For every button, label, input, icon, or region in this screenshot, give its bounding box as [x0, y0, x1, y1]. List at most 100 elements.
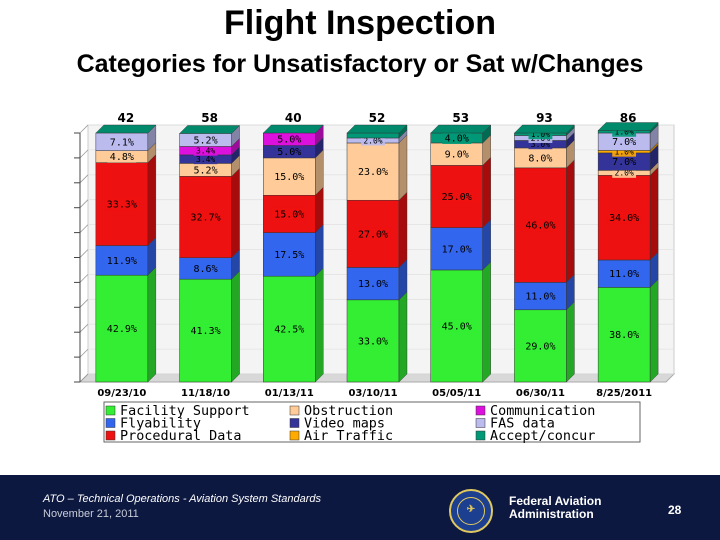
y-tick-edge: [79, 299, 89, 308]
bar-total-label: 86: [620, 111, 637, 125]
data-label: 3.0%: [531, 140, 550, 149]
x-tick-label: 05/05/11: [432, 388, 481, 399]
slide-title: Flight Inspection: [224, 4, 496, 42]
data-label-bg: [104, 322, 140, 335]
data-label-bg: [107, 150, 137, 163]
bar-side: [231, 167, 240, 259]
data-label-bg: [528, 129, 553, 140]
y-tick-edge: [79, 274, 89, 283]
page-number: 28: [668, 503, 682, 517]
y-tick-edge: [79, 124, 89, 134]
data-label-bg: [528, 139, 553, 150]
data-label: 33.0%: [358, 336, 388, 347]
data-label-bg: [191, 163, 220, 176]
data-label-bg: [609, 135, 639, 148]
faa-seal-icon: ✈: [449, 489, 493, 533]
y-tick-edge: [79, 174, 89, 184]
footer-bar: ATO – Technical Operations - Aviation Sy…: [0, 475, 720, 540]
data-label-bg: [612, 146, 637, 157]
legend-swatch: [105, 430, 116, 441]
data-label-bg: [271, 170, 307, 183]
bar-side: [566, 159, 575, 283]
data-label: 5.2%: [194, 165, 218, 176]
data-label-bg: [439, 190, 475, 203]
bar-total-label: 40: [285, 111, 302, 125]
legend-swatch: [289, 418, 300, 428]
data-label: 32.7%: [191, 213, 221, 224]
x-tick-label: 09/23/10: [97, 388, 146, 399]
data-label: 13.0%: [358, 279, 388, 290]
bar-side: [315, 267, 324, 383]
data-label: 42.5%: [274, 325, 304, 336]
data-label: 34.0%: [609, 213, 639, 224]
data-label-bg: [107, 135, 137, 148]
bar-top: [95, 124, 157, 134]
bar-side: [147, 266, 157, 383]
legend-label: Facility Support: [120, 404, 250, 419]
x-tick-label: 01/13/11: [265, 388, 314, 399]
legend-box: [103, 401, 641, 443]
data-label: 7.0%: [612, 157, 636, 168]
data-label: 7.0%: [612, 137, 636, 148]
data-label-bg: [104, 254, 140, 267]
x-tick-label: 8/25/2011: [596, 388, 652, 399]
y-tick-edge: [79, 249, 89, 258]
data-label: 42.9%: [107, 324, 137, 335]
legend-swatch: [105, 418, 116, 428]
data-label-bg: [274, 145, 304, 158]
bar-side: [649, 166, 659, 261]
data-label-bg: [271, 323, 307, 336]
bar-top: [262, 124, 324, 134]
data-label-bg: [191, 262, 220, 275]
bar-side: [315, 224, 324, 277]
data-label: 15.0%: [274, 172, 304, 183]
data-label-bg: [355, 165, 391, 178]
data-label-bg: [442, 148, 472, 161]
bar-top: [179, 125, 241, 134]
data-label: 5.0%: [277, 147, 301, 158]
bar-side: [231, 270, 240, 383]
y-tick-edge: [79, 323, 89, 333]
bar-side: [398, 291, 408, 383]
legend-label: FAS data: [490, 417, 555, 432]
y-tick-edge: [79, 149, 89, 159]
legend-label: Communication: [490, 404, 595, 419]
data-label-bg: [355, 334, 391, 347]
data-label-bg: [442, 131, 472, 144]
data-label: 1.0%: [531, 130, 550, 139]
data-label-bg: [606, 267, 642, 280]
data-label-bg: [191, 133, 220, 146]
stacked-bar-chart: 42.9% 11.9% 33.3% 4.8% 7.1% 42 09/23/10 41.3% 8.…: [74, 111, 676, 444]
data-label: 8.0%: [528, 153, 552, 164]
agency-line-1: Federal Aviation: [509, 494, 602, 508]
bar-total-label: 93: [536, 111, 553, 125]
bar-side: [147, 154, 157, 247]
bar-side: [398, 191, 408, 268]
data-label: 4.8%: [110, 152, 134, 163]
bar-side: [482, 261, 491, 383]
data-label: 5.2%: [194, 135, 218, 146]
data-label: 27.0%: [358, 229, 388, 240]
data-label-bg: [439, 319, 475, 332]
y-tick-edge: [79, 373, 89, 383]
data-label: 2.0%: [615, 169, 634, 178]
bar-top: [346, 124, 408, 134]
data-label-bg: [612, 167, 637, 178]
data-label: 23.0%: [358, 167, 388, 178]
legend-label: Accept/concur: [490, 429, 595, 444]
agency-line-2: Administration: [509, 507, 594, 521]
data-label-bg: [188, 324, 224, 337]
data-label-bg: [522, 290, 558, 303]
bar-side: [482, 156, 491, 229]
data-label-bg: [355, 227, 391, 240]
data-label: 25.0%: [442, 192, 472, 203]
data-label: 29.0%: [525, 341, 555, 352]
y-tick-edge: [79, 199, 89, 208]
legend-label: Video maps: [304, 417, 385, 432]
x-tick-label: 03/10/11: [348, 388, 397, 399]
bar-segment: [346, 132, 400, 139]
data-label-bg: [355, 277, 391, 290]
data-label-bg: [522, 339, 558, 352]
x-tick-label: 11/18/10: [181, 388, 230, 399]
data-label: 5.0%: [277, 135, 301, 146]
